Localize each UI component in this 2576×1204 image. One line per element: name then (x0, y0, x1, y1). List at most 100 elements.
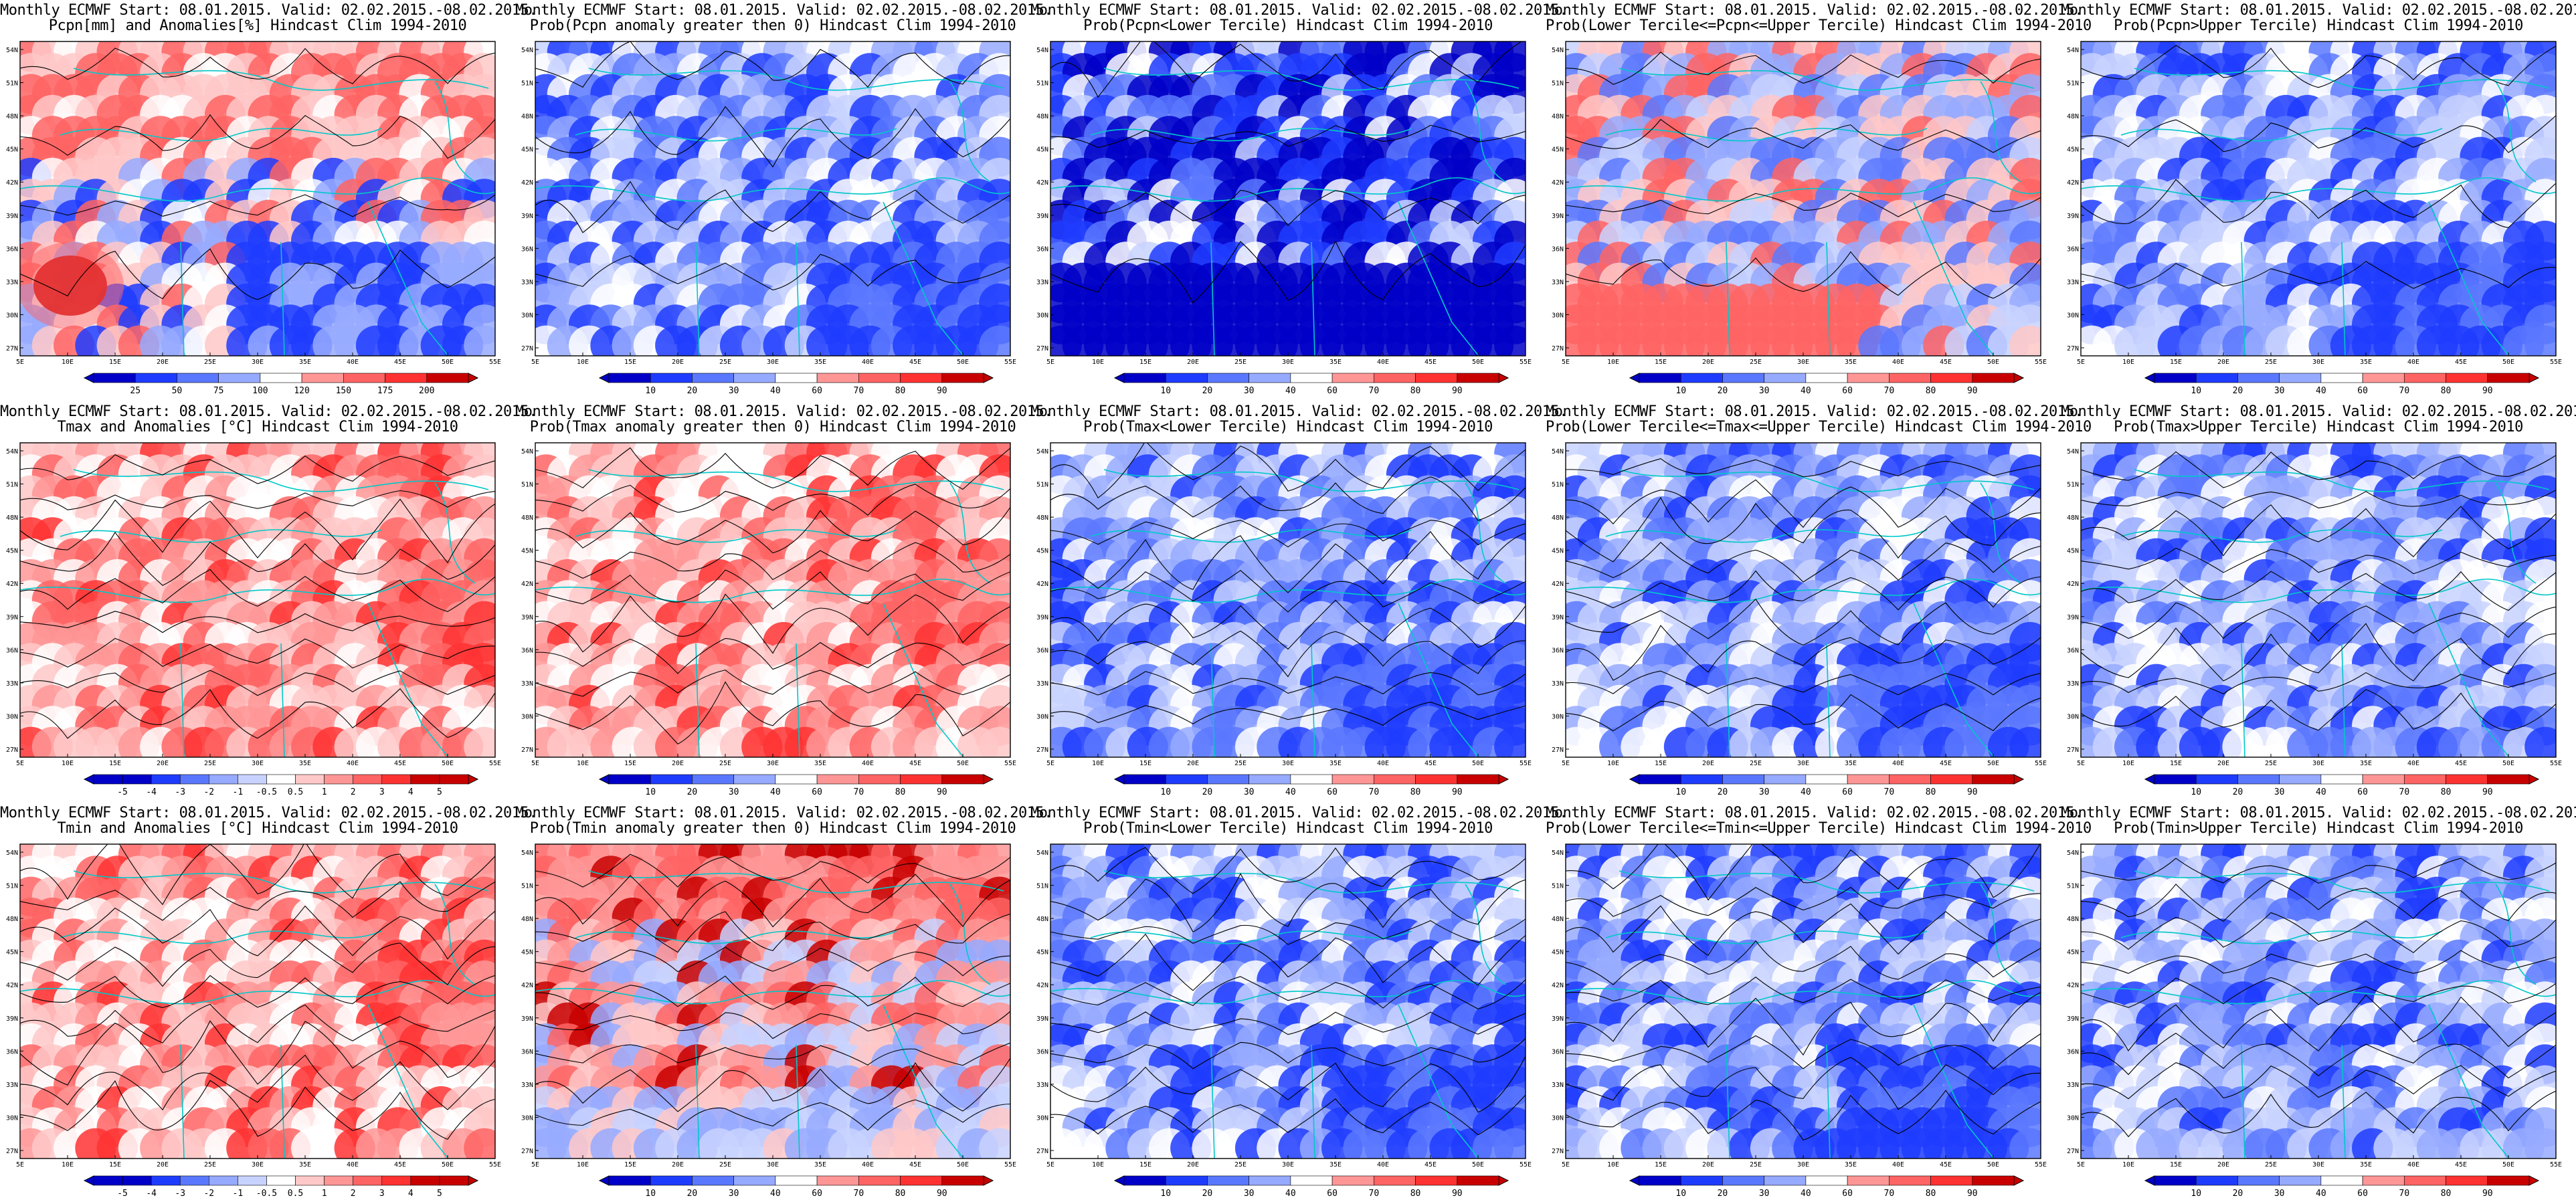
contour-lines (20, 454, 495, 739)
panel-11-colorbar: 10 20 30 40 60 70 80 90 (598, 1175, 994, 1199)
colorbar-swatch (1165, 774, 1208, 785)
lon-tick-label: 55E (1004, 359, 1016, 366)
panel-title-line1: Monthly ECMWF Start: 08.01.2015. Valid: … (515, 2, 1052, 19)
colorbar-right-arrow (1498, 373, 1509, 383)
lat-tick-label: 45N (2067, 146, 2079, 154)
lon-tick-label: 55E (1520, 1161, 1532, 1169)
lat-tick-label: 39N (1552, 213, 1564, 220)
map-frame: 54N 51N 48N 45N 42N 39N 36N 33N 30N 27N 5E 10E 15E 20… (1552, 442, 2047, 767)
colorbar-swatch (177, 373, 219, 383)
lon-tick-label: 45E (394, 359, 406, 366)
lat-tick-label: 33N (521, 680, 533, 688)
lon-tick-label: 30E (252, 760, 264, 767)
lat-tick-label: 51N (1552, 883, 1564, 890)
map-figure: 54N 51N 48N 45N 42N 39N 36N 33N 30N 27N 5E 10E 15E 20… (521, 41, 1016, 396)
colorbar-swatch (775, 774, 818, 785)
colorbar-tick-label: 90 (937, 1189, 947, 1199)
colorbar-tick-label: 40 (1285, 1189, 1296, 1199)
lon-tick-label: 50E (1472, 1161, 1484, 1169)
colorbar-tick-label: 70 (854, 386, 864, 396)
panel-title-line2: Prob(Tmax<Lower Tercile) Hindcast Clim 1… (1083, 419, 1493, 435)
panel-title-line2: Prob(Tmin>Upper Tercile) Hindcast Clim 1… (2114, 820, 2523, 837)
map-frame: 54N 51N 48N 45N 42N 39N 36N 33N 30N 27N 5E 10E 15E 20… (2067, 442, 2562, 767)
lon-tick-label: 30E (2312, 760, 2324, 767)
lat-tick-label: 51N (2067, 883, 2079, 890)
colorbar-tick-label: 2 (351, 787, 356, 797)
colorbar-swatch (1207, 373, 1249, 383)
lat-tick-label: 27N (6, 746, 18, 754)
lat-tick-label: 54N (2067, 849, 2079, 857)
map-frame: 54N 51N 48N 45N 42N 39N 36N 33N 30N 27N 5E 10E 15E 20… (6, 843, 501, 1169)
lat-tick-label: 39N (6, 1015, 18, 1023)
panel-2-colorbar: 10 20 30 40 60 70 80 90 (1113, 373, 1509, 396)
panel-title-line2: Prob(Tmax anomaly greater then 0) Hindca… (529, 419, 1016, 435)
colorbar-left-arrow (1113, 774, 1125, 785)
colorbar-tick-label: -0.5 (256, 1189, 277, 1199)
colorbar-left-arrow (1629, 774, 1640, 785)
lat-tick-label: 42N (1036, 581, 1048, 588)
lat-tick-label: 45N (6, 949, 18, 957)
lon-tick-label: 25E (2265, 760, 2277, 767)
map-field (20, 443, 495, 757)
lon-tick-label: 20E (157, 359, 169, 366)
panel-title-line1: Monthly ECMWF Start: 08.01.2015. Valid: … (0, 805, 537, 821)
colorbar-swatch (2487, 1175, 2530, 1186)
lon-tick-label: 35E (1845, 359, 1857, 366)
lon-tick-label: 5E (2077, 760, 2085, 767)
colorbar-tick-label: 70 (1369, 386, 1380, 396)
colorbar-left-arrow (83, 774, 94, 785)
colorbar-tick-label: 10 (2191, 1189, 2201, 1199)
lon-tick-label: 50E (2502, 1161, 2514, 1169)
lon-tick-label: 35E (1329, 760, 1342, 767)
colorbar-swatch (775, 1175, 818, 1186)
colorbar-swatch (151, 1175, 181, 1186)
colorbar-swatch (2404, 373, 2446, 383)
colorbar-tick-label: 70 (1884, 1189, 1895, 1199)
colorbar-swatch (1207, 1175, 1249, 1186)
colorbar-tick-label: -5 (117, 787, 128, 797)
lon-tick-label: 25E (204, 359, 216, 366)
lat-tick-label: 42N (2067, 179, 2079, 187)
map-panel: 54N 51N 48N 45N 42N 39N 36N 33N 30N 27N 5E 10E 15E 20… (515, 401, 1052, 803)
lat-tick-label: 27N (521, 1148, 533, 1155)
lat-tick-label: 54N (1036, 47, 1048, 54)
colorbar-swatch (439, 774, 469, 785)
colorbar-swatch (1972, 1175, 2015, 1186)
colorbar-swatch (1847, 774, 1890, 785)
lat-tick-label: 36N (521, 1048, 533, 1056)
lon-tick-label: 20E (1702, 359, 1714, 366)
panel-title-line1: Monthly ECMWF Start: 08.01.2015. Valid: … (1546, 805, 2083, 821)
colorbar-swatch (260, 373, 302, 383)
colorbar-swatch (1805, 373, 1848, 383)
lat-tick-label: 33N (521, 279, 533, 286)
colorbar-tick-label: 40 (2316, 1189, 2326, 1199)
lon-tick-label: 40E (1377, 1161, 1389, 1169)
colorbar-tick-label: 20 (2233, 787, 2243, 797)
colorbar-swatch (301, 373, 344, 383)
colorbar-tick-label: 20 (2233, 386, 2243, 396)
lon-tick-label: 55E (2550, 760, 2562, 767)
colorbar-tick-label: 30 (2274, 1189, 2285, 1199)
colorbar-swatch (93, 1175, 123, 1186)
lon-tick-label: 30E (252, 359, 264, 366)
lon-tick-label: 20E (672, 1161, 684, 1169)
lon-tick-label: 15E (624, 359, 636, 366)
colorbar-tick-label: 60 (1327, 386, 1338, 396)
lat-tick-label: 33N (1036, 680, 1048, 688)
lon-tick-label: 20E (1702, 1161, 1714, 1169)
map-figure: 54N 51N 48N 45N 42N 39N 36N 33N 30N 27N 5E 10E 15E 20… (2067, 41, 2562, 396)
panel-title-line1: Monthly ECMWF Start: 08.01.2015. Valid: … (2061, 2, 2576, 19)
colorbar-tick-label: 40 (2316, 386, 2326, 396)
lon-tick-label: 20E (2217, 760, 2229, 767)
colorbar-tick-label: -5 (117, 1189, 128, 1199)
colorbar-tick-label: 30 (1759, 787, 1770, 797)
colorbar-tick-label: 80 (2441, 787, 2452, 797)
colorbar-swatch (410, 774, 440, 785)
lat-tick-label: 27N (2067, 1148, 2079, 1155)
map-panel: 54N 51N 48N 45N 42N 39N 36N 33N 30N 27N 5E 10E 15E 20… (0, 0, 537, 401)
lon-tick-label: 20E (1702, 760, 1714, 767)
colorbar-tick-label: 10 (2191, 386, 2201, 396)
colorbar-tick-label: 30 (1759, 386, 1770, 396)
lon-tick-label: 50E (1987, 359, 1999, 366)
colorbar-swatch (1374, 1175, 1416, 1186)
